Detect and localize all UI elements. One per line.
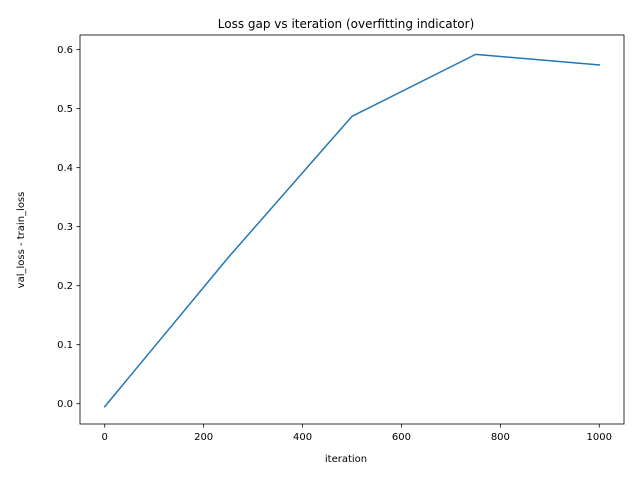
y-tick-label: 0.2 [57, 281, 73, 292]
x-tick-label: 200 [194, 432, 213, 443]
x-tick-label: 1000 [587, 432, 612, 443]
series-line-0 [103, 53, 601, 408]
y-tick-label: 0.6 [57, 45, 73, 56]
y-tick-label: 0.1 [57, 340, 73, 351]
y-tick-label: 0.3 [57, 222, 73, 233]
plot-area [103, 53, 601, 408]
axes: 0 200 400 600 800 1000 0.0 0.1 0.2 0.3 0.4 0.5 0.6 [57, 34, 625, 443]
plot-frame [79, 34, 625, 425]
chart-title: Loss gap vs iteration (overfitting indic… [218, 17, 475, 31]
y-axis-label: val_loss - train_loss [16, 192, 27, 289]
y-tick-label: 0.0 [57, 399, 73, 410]
x-tick-label: 400 [293, 432, 312, 443]
y-tick-label: 0.4 [57, 163, 73, 174]
x-tick-label: 600 [392, 432, 411, 443]
x-tick-label: 800 [491, 432, 510, 443]
x-tick-label: 0 [102, 432, 108, 443]
y-tick-label: 0.5 [57, 104, 73, 115]
x-axis-label: iteration [325, 454, 367, 465]
